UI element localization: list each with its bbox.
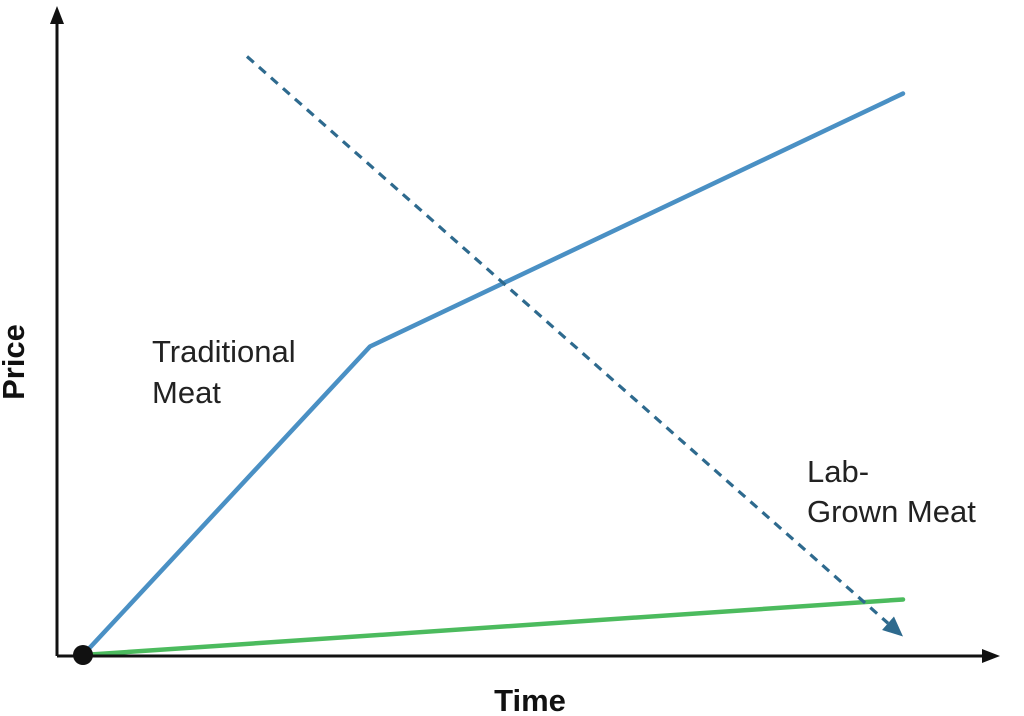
annotation-lab-grown-line-2: Grown Meat	[807, 494, 976, 529]
annotation-traditional-line-2: Meat	[152, 375, 221, 410]
annotation-traditional-line-1: Traditional	[152, 334, 296, 369]
y-axis-label: Price	[0, 324, 31, 400]
annotation-lab-grown-line-1: Lab-	[807, 454, 869, 489]
x-axis-label: Time	[494, 683, 566, 716]
annotation-lab-grown-meat: Lab- Grown Meat	[807, 454, 976, 529]
annotation-traditional-meat: Traditional Meat	[152, 334, 304, 410]
series-line-lab-grown-meat	[245, 55, 890, 625]
axes	[50, 6, 1000, 663]
series-line-traditional-meat	[80, 91, 906, 658]
x-axis-arrowhead	[982, 649, 1000, 663]
series-line-series-3	[80, 597, 906, 658]
y-axis-arrowhead	[50, 6, 64, 24]
series-line-lab-grown-meat-arrowhead	[882, 616, 903, 637]
